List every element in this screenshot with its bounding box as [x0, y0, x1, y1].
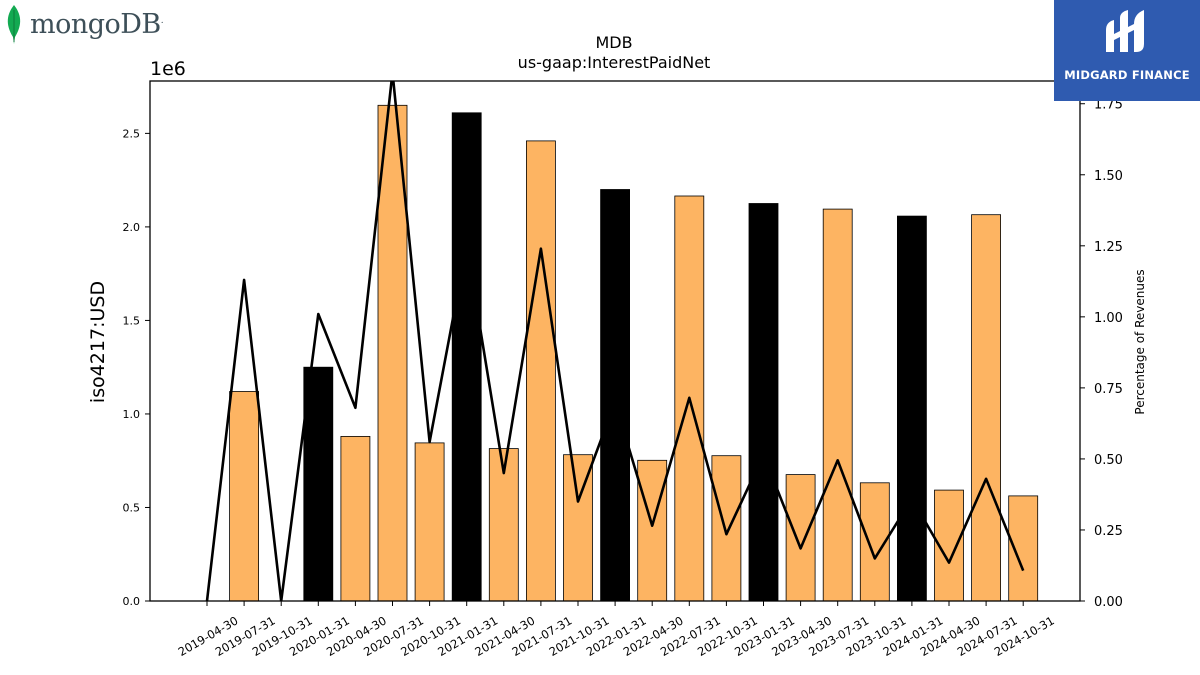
chart-title: MDB — [595, 33, 632, 52]
y-tick-label: 0.0 — [123, 595, 141, 608]
bar-2022-04-30 — [637, 459, 668, 602]
midgard-finance-name: MIDGARD FINANCE — [1064, 68, 1190, 82]
midgard-mark-icon — [1106, 10, 1144, 52]
bar-2020-07-31 — [377, 104, 408, 602]
bar-2023-04-30 — [785, 474, 816, 602]
y2-tick-label: 0.00 — [1094, 595, 1123, 610]
y2-tick-label: 0.25 — [1094, 524, 1123, 539]
chart-subtitle: us-gaap:InterestPaidNet — [518, 53, 711, 72]
y2-tick-label: 1.00 — [1094, 311, 1123, 326]
leaf-icon — [7, 5, 21, 44]
midgard-finance-logo: MIDGARD FINANCE — [1054, 0, 1200, 101]
y-tick-label: 1.0 — [123, 408, 141, 421]
y2-tick-label: 0.50 — [1094, 453, 1123, 468]
bar-2020-01-31 — [303, 366, 334, 602]
x-axis-ticks: 2019-04-302019-07-312019-10-312020-01-31… — [176, 601, 1057, 659]
bar-2022-10-31 — [711, 455, 742, 602]
bar-2019-07-31 — [229, 391, 260, 602]
y-tick-label: 2.0 — [123, 221, 141, 234]
mongodb-registered-mark: . — [160, 15, 164, 26]
mongodb-wordmark-text: mongoDB — [30, 8, 161, 40]
y-axis-ticks: 0.0 0.5 1.0 1.5 2.0 2.5 — [123, 127, 150, 608]
bar-2020-04-30 — [340, 435, 371, 602]
y2-tick-label: 0.75 — [1094, 382, 1123, 397]
bar-2022-01-31 — [600, 189, 630, 602]
bar-2023-07-31 — [822, 208, 853, 602]
mongodb-wordmark: mongoDB. — [30, 8, 164, 40]
percentage-line — [205, 81, 1025, 601]
y-tick-label: 0.5 — [123, 501, 141, 514]
bar-2021-07-31 — [526, 140, 556, 602]
plot-frame — [149, 80, 1081, 602]
y2-tick-label: 1.75 — [1094, 98, 1123, 113]
y2-tick-label: 1.25 — [1094, 240, 1123, 255]
y-axis-label: iso4217:USD — [87, 281, 109, 403]
bar-2023-01-31 — [748, 203, 779, 602]
y-offset-label: 1e6 — [150, 58, 186, 80]
bar-2024-07-31 — [971, 214, 1001, 602]
line-series — [205, 81, 1025, 601]
y2-axis-label: Percentage of Revenues — [1133, 269, 1147, 414]
bar-2024-01-31 — [897, 215, 927, 602]
mongodb-logo: mongoDB. — [4, 4, 164, 44]
bar-2020-10-31 — [414, 442, 445, 602]
y2-tick-label: 1.50 — [1094, 169, 1123, 184]
bar-2021-01-31 — [451, 112, 482, 602]
y2-axis-ticks: 0.00 0.25 0.50 0.75 1.00 1.25 1.50 1.75 — [1080, 98, 1123, 610]
y-tick-label: 1.5 — [123, 314, 141, 327]
bar-series — [229, 104, 1039, 602]
y-tick-label: 2.5 — [123, 127, 141, 140]
